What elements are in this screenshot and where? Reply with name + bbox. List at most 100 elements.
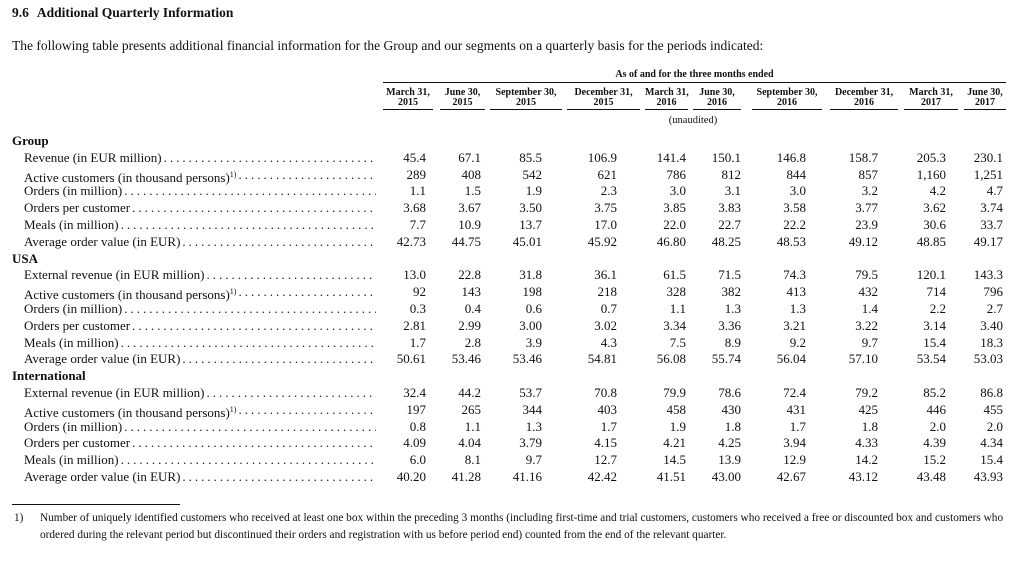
cell-value: 289 [406,166,427,182]
column-year: 2016 [707,97,727,108]
label-text: External revenue (in EUR million) [24,267,205,283]
cell-value: 218 [597,284,618,300]
row-label: Orders per customer.....................… [24,318,376,335]
dot-leader: ........................................… [206,385,376,400]
cell-value: 1.3 [525,418,542,434]
label-text: Average order value (in EUR) [24,469,181,484]
footnote-ref: 1) [229,404,237,414]
cell-value: 46.80 [656,233,686,249]
row-label-text: Active customers (in thousand persons)1) [24,402,236,422]
footnote-marker: 1) [14,512,24,524]
cell-value: 4.15 [594,435,617,451]
label-text: Active customers (in thousand persons) [24,404,230,420]
cell-value: 7.5 [669,334,686,350]
cell-value: 86.8 [980,385,1003,400]
column-year: 2015 [516,97,536,108]
cell-value: 22.7 [718,217,741,232]
cell-value: 43.93 [973,469,1003,484]
cell-value: 1.1 [409,183,426,199]
cell-value: 455 [983,401,1004,417]
column-header: March 31, 2016 [645,88,689,110]
cell-value: 85.2 [923,385,946,400]
row-label-text: Average order value (in EUR) [24,234,180,251]
cell-value: 12.9 [783,452,806,468]
row-label: Orders per customer.....................… [24,200,376,217]
cell-value: 3.34 [663,317,686,333]
cell-value: 78.6 [718,385,741,400]
cell-value: 344 [522,401,543,417]
cell-value: 53.46 [512,351,542,367]
column-year: 2016 [854,97,874,108]
unaudited-note: (unaudited) [668,115,718,126]
row-label: Average order value (in EUR)............… [24,469,376,486]
row-label-text: Active customers (in thousand persons)1) [24,167,236,187]
label-text: Orders (in million) [24,301,123,316]
cell-value: 79.5 [855,267,878,283]
row-label-text: Orders (in million) [24,183,122,200]
cell-value: 44.75 [451,233,481,249]
cell-value: 12.7 [594,452,617,468]
row-label: Revenue (in EUR million)................… [24,150,376,167]
cell-value: 61.5 [663,267,686,283]
cell-value: 9.7 [861,334,878,350]
section-heading: 9.6 Additional Quarterly Information [12,5,233,21]
row-label: Meals (in million)......................… [24,335,376,352]
cell-value: 3.68 [403,200,426,216]
cell-value: 0.8 [409,418,426,434]
cell-value: 431 [786,401,807,417]
cell-value: 328 [666,284,687,300]
cell-value: 57.10 [848,351,878,367]
cell-value: 72.4 [783,385,806,400]
cell-value: 4.2 [929,183,946,199]
cell-value: 50.61 [396,351,426,367]
label-text: External revenue (in EUR million) [24,385,205,400]
cell-value: 408 [461,166,482,182]
cell-value: 56.08 [656,351,686,367]
cell-value: 74.3 [783,267,806,283]
cell-value: 1.7 [409,334,426,350]
cell-value: 42.73 [396,233,426,249]
cell-value: 13.7 [519,217,542,232]
column-header: September 30, 2016 [752,88,822,110]
label-text: Average order value (in EUR) [24,233,181,249]
cell-value: 3.40 [980,317,1003,333]
cell-value: 92 [413,284,426,300]
cell-value: 33.7 [980,217,1003,232]
cell-value: 2.8 [464,334,481,350]
dot-leader: ........................................… [182,233,376,249]
row-label: Orders (in million).....................… [24,183,376,200]
row-label-text: Orders per customer [24,200,130,217]
cell-value: 2.3 [600,183,617,199]
column-year: 2017 [921,97,941,108]
row-label: External revenue (in EUR million).......… [24,267,376,284]
dot-leader: ........................................… [132,435,376,451]
cell-value: 1.3 [789,301,806,316]
column-date: March 31, [386,87,430,98]
column-year: 2017 [975,97,995,108]
row-label: Orders (in million).....................… [24,301,376,318]
cell-value: 1.8 [861,418,878,434]
row-label: Orders (in million).....................… [24,419,376,436]
label-text: Meals (in million) [24,452,119,468]
cell-value: 3.79 [519,435,542,451]
column-year: 2015 [593,97,614,108]
cell-value: 4.33 [855,435,878,451]
dot-leader: ........................................… [182,469,376,484]
row-label-text: Revenue (in EUR million) [24,150,162,167]
cell-value: 36.1 [594,267,617,283]
column-header: September 30, 2015 [490,88,562,110]
cell-value: 4.09 [403,435,426,451]
cell-value: 79.9 [663,385,686,400]
label-text: Orders per customer [24,317,131,333]
cell-value: 56.04 [776,351,806,367]
cell-value: 45.01 [512,233,542,249]
dot-leader: ........................................… [163,149,376,165]
cell-value: 71.5 [718,267,741,283]
cell-value: 10.9 [458,217,481,232]
column-header: June 30, 2017 [964,88,1006,110]
cell-value: 1.9 [525,183,542,199]
cell-value: 4.39 [923,435,946,451]
footnote-rule [12,504,180,505]
column-header: December 31, 2015 [567,88,640,110]
